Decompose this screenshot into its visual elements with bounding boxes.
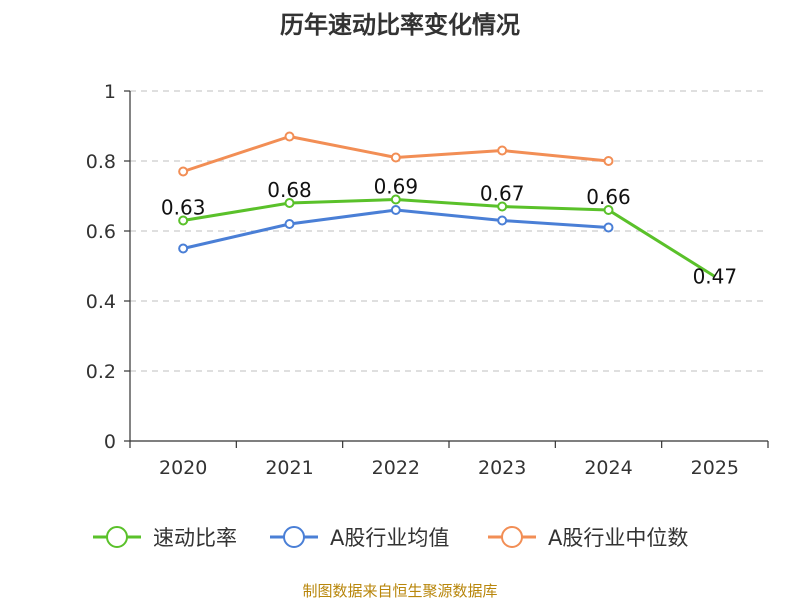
source-note: 制图数据来自恒生聚源数据库: [302, 582, 497, 600]
y-tick-label: 0: [104, 431, 116, 453]
y-tick-label: 0.6: [86, 221, 116, 243]
series-line-0: [182, 198, 716, 278]
data-label: 0.47: [693, 265, 738, 289]
legend-swatch-marker: [106, 526, 128, 548]
data-point: [390, 152, 401, 163]
data-point: [178, 166, 189, 177]
legend-label: 速动比率: [153, 526, 237, 550]
legend-swatch-marker: [501, 526, 523, 548]
y-tick-label: 0.2: [86, 361, 116, 383]
axis-layer: 0 0.2 0.4 0.6 0.8 1 2020 2021 2022 2023 2024 2025: [86, 81, 769, 479]
data-point: [284, 219, 295, 229]
x-tick-label: 2022: [372, 457, 420, 479]
x-tick-label: 2021: [265, 457, 313, 479]
legend-item: A股行业均值: [270, 526, 449, 550]
chart-title: 历年速动比率变化情况: [280, 11, 520, 39]
data-point: [497, 201, 508, 212]
data-point: [497, 145, 508, 156]
data-label: 0.68: [267, 178, 312, 202]
series-layer: [178, 131, 716, 278]
data-label: 0.66: [586, 185, 631, 209]
data-point: [178, 243, 189, 254]
legend-label: A股行业均值: [330, 526, 449, 550]
label-layer: 0.63 0.68 0.69 0.67 0.66 0.47: [161, 175, 737, 289]
data-point: [603, 205, 614, 215]
data-point: [497, 215, 508, 226]
series-line-1: [182, 208, 609, 250]
x-tick-label: 2020: [159, 457, 207, 479]
y-tick-label: 0.8: [86, 151, 116, 173]
y-tick-label: 0.4: [86, 291, 116, 313]
data-point: [390, 194, 401, 205]
data-label: 0.67: [480, 182, 525, 206]
legend-item: A股行业中位数: [488, 526, 688, 550]
data-point: [178, 215, 189, 226]
x-tick-label: 2025: [691, 457, 739, 479]
x-tick-label: 2024: [584, 457, 632, 479]
grid-layer: [130, 90, 768, 372]
legend-label: A股行业中位数: [548, 526, 688, 550]
data-point: [284, 131, 295, 142]
x-tick-label: 2023: [478, 457, 526, 479]
data-point: [284, 198, 295, 208]
data-point: [603, 156, 614, 166]
data-point: [390, 205, 401, 215]
legend-swatch-marker: [283, 526, 305, 548]
data-label: 0.69: [374, 175, 419, 199]
data-point: [603, 222, 614, 233]
y-tick-label: 1: [104, 81, 116, 103]
data-label: 0.63: [161, 196, 206, 220]
legend-item: 速动比率: [93, 526, 237, 550]
legend: 速动比率 A股行业均值 A股行业中位数: [93, 526, 688, 550]
